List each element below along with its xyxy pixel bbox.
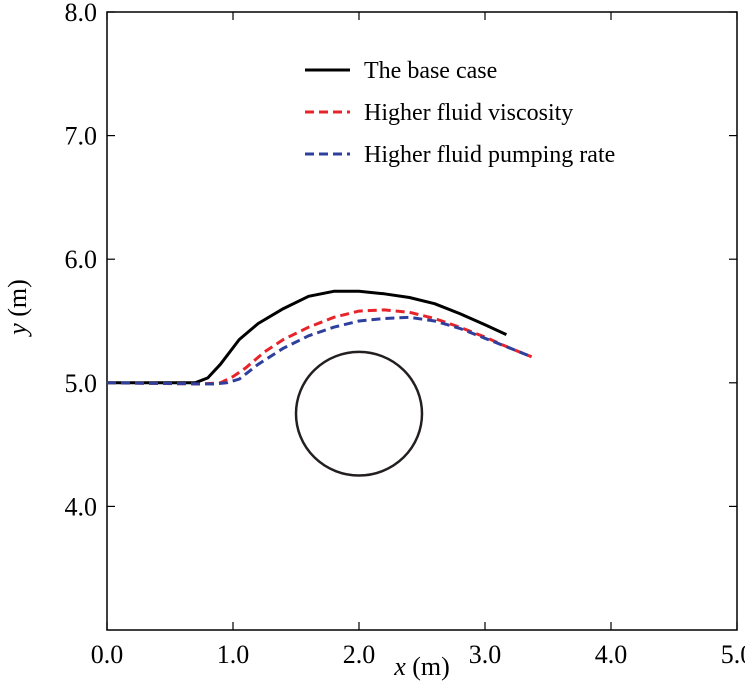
legend: The base case Higher fluid viscosity Highe…	[305, 58, 615, 168]
x-tick-label: 0.0	[91, 640, 124, 669]
legend-label-1: The base case	[364, 58, 497, 84]
x-tick-label: 1.0	[217, 640, 250, 669]
y-axis-label: y (m)	[3, 279, 32, 338]
x-tick-label: 5.0	[721, 640, 745, 669]
series-line-1	[107, 289, 508, 385]
axis-ticks	[106, 11, 738, 630]
annotation-layer	[294, 350, 424, 477]
plot-frame	[106, 11, 738, 631]
y-tick-label: 5.0	[65, 369, 98, 398]
x-tick-label: 2.0	[343, 640, 376, 669]
series-line-3	[106, 315, 533, 386]
x-tick-label: 3.0	[469, 640, 502, 669]
series-line-2	[106, 308, 533, 386]
x-axis-label: x (m)	[393, 652, 450, 681]
x-tick-label: 4.0	[595, 640, 628, 669]
legend-label-3: Higher fluid pumping rate	[364, 142, 615, 168]
legend-label-2: Higher fluid viscosity	[364, 100, 573, 126]
axis-tick-labels: 0.0 1.0 2.0 3.0 4.0 5.0 4.0 5.0 6.0 7.0 8.0	[65, 0, 745, 669]
y-tick-label: 4.0	[65, 492, 98, 521]
series-layer	[106, 289, 533, 386]
y-tick-label: 8.0	[65, 0, 98, 27]
obstacle-circle	[294, 350, 424, 477]
y-tick-label: 6.0	[65, 245, 98, 274]
y-tick-label: 7.0	[65, 122, 98, 151]
